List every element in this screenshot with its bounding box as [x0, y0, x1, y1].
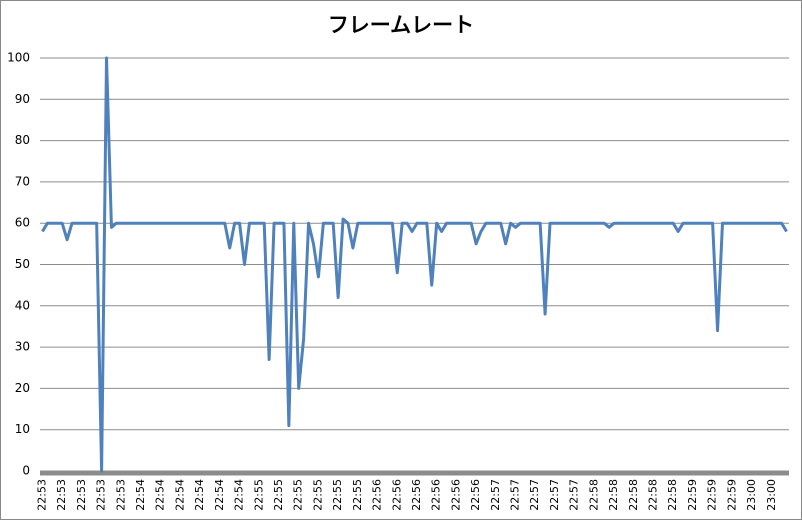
y-tick-label: 70 — [15, 174, 30, 188]
x-tick-label: 22:54 — [193, 479, 206, 511]
y-tick-label: 90 — [15, 92, 30, 106]
x-tick-label: 22:55 — [351, 479, 364, 511]
y-tick-label: 0 — [22, 464, 30, 478]
x-tick-label: 22:56 — [410, 479, 423, 511]
y-tick-label: 100 — [7, 51, 30, 65]
x-tick-label: 22:58 — [646, 479, 659, 511]
y-tick-label: 20 — [15, 381, 30, 395]
y-tick-label: 80 — [15, 133, 30, 147]
x-tick-label: 22:54 — [233, 479, 246, 511]
x-tick-label: 22:57 — [528, 479, 541, 511]
x-tick-label: 23:00 — [765, 479, 778, 511]
x-tick-label: 22:53 — [75, 479, 88, 511]
x-tick-label: 22:54 — [154, 479, 167, 511]
x-tick-label: 22:55 — [252, 479, 265, 511]
x-tick-label: 22:58 — [607, 479, 620, 511]
x-tick-label: 22:54 — [213, 479, 226, 511]
x-tick-label: 22:55 — [272, 479, 285, 511]
x-tick-label: 22:59 — [706, 479, 719, 511]
x-tick-label: 22:53 — [55, 479, 68, 511]
y-tick-label: 50 — [15, 257, 30, 271]
x-tick-label: 22:58 — [627, 479, 640, 511]
x-tick-label: 22:57 — [509, 479, 522, 511]
x-tick-label: 22:56 — [430, 479, 443, 511]
x-tick-label: 22:53 — [35, 479, 48, 511]
x-tick-label: 22:53 — [95, 479, 108, 511]
y-tick-label: 10 — [15, 422, 30, 436]
x-tick-label: 22:54 — [134, 479, 147, 511]
y-tick-label: 30 — [15, 340, 30, 354]
x-tick-label: 22:56 — [449, 479, 462, 511]
x-tick-label: 22:58 — [587, 479, 600, 511]
x-tick-label: 22:56 — [371, 479, 384, 511]
chart-title: フレームレート — [328, 13, 474, 37]
x-tick-label: 22:57 — [489, 479, 502, 511]
x-tick-label: 22:59 — [725, 479, 738, 511]
x-tick-label: 22:56 — [469, 479, 482, 511]
x-tick-label: 22:53 — [114, 479, 127, 511]
data-line — [41, 56, 788, 473]
x-tick-label: 22:58 — [666, 479, 679, 511]
y-tick-label: 60 — [15, 216, 30, 230]
x-tick-label: 22:55 — [331, 479, 344, 511]
x-tick-label: 22:55 — [292, 479, 305, 511]
y-tick-label: 40 — [15, 298, 30, 312]
x-tick-label: 22:59 — [686, 479, 699, 511]
x-tick-label: 23:00 — [745, 479, 758, 511]
x-tick-label: 22:56 — [390, 479, 403, 511]
x-tick-label: 22:55 — [311, 479, 324, 511]
x-tick-label: 22:54 — [173, 479, 186, 511]
x-tick-label: 22:57 — [568, 479, 581, 511]
x-tick-label: 22:57 — [548, 479, 561, 511]
